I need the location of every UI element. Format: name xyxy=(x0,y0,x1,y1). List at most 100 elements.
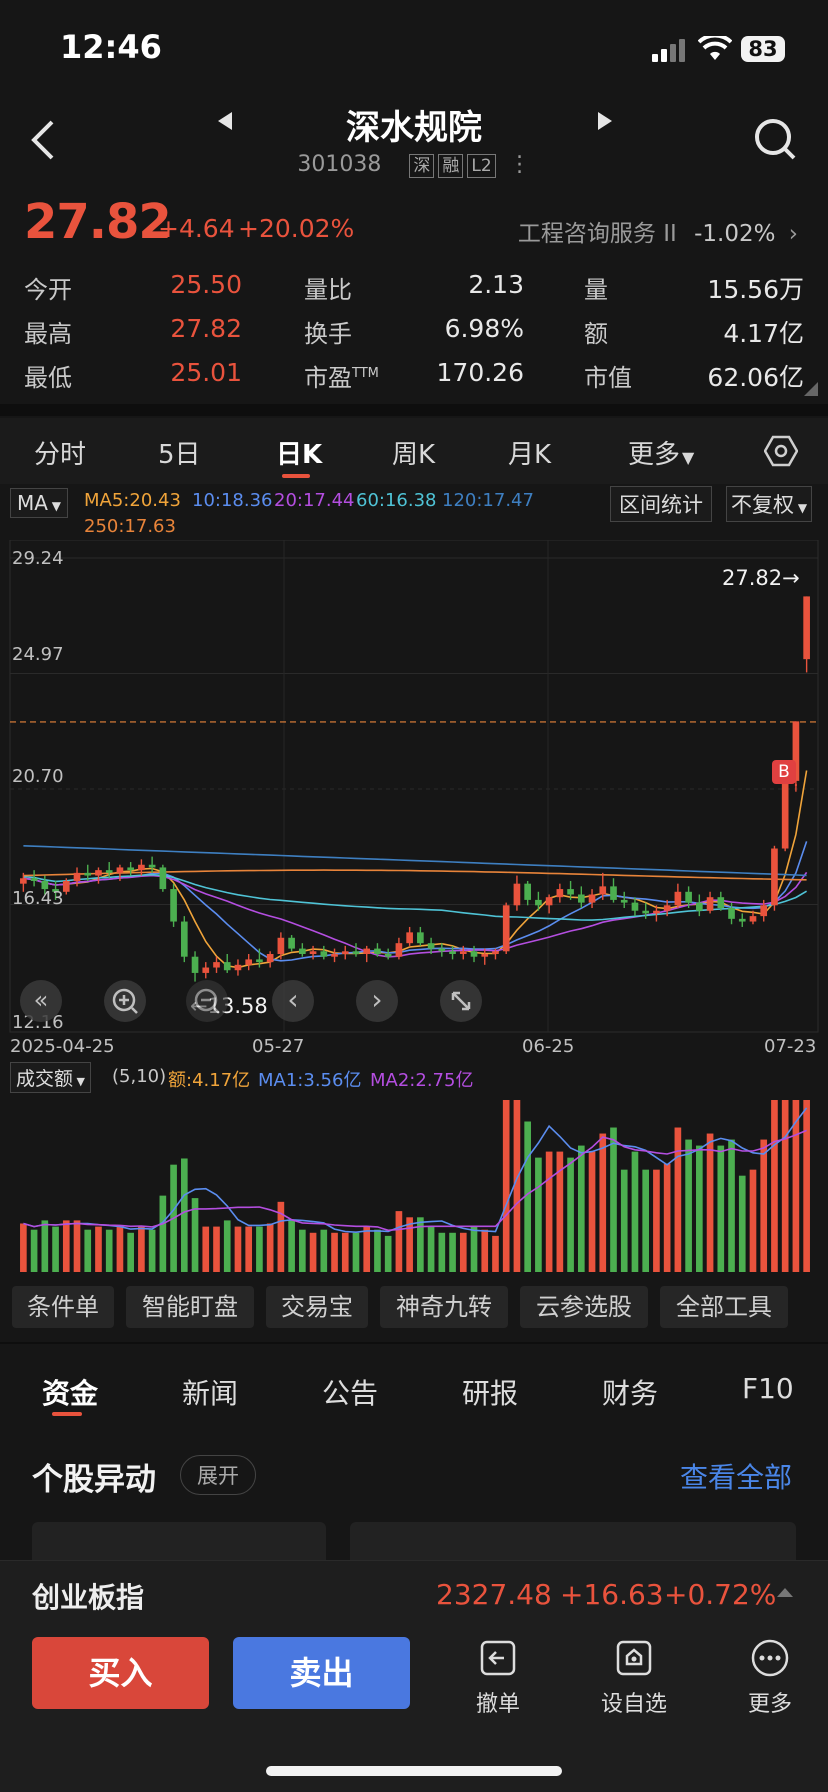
volume-bar xyxy=(749,1169,757,1272)
volume-ratio-label: 量比 xyxy=(304,276,352,304)
candle-body xyxy=(502,905,510,952)
interval-stats-button[interactable]: 区间统计 xyxy=(610,486,712,522)
expand-corner-icon[interactable] xyxy=(804,382,818,396)
caret-up-icon[interactable] xyxy=(776,1586,794,1598)
volume-label: 量 xyxy=(584,276,608,304)
more-icon[interactable] xyxy=(750,1638,790,1678)
pe-label: 市盈TTM xyxy=(304,364,379,392)
candle-body xyxy=(202,967,210,973)
tab-announcements[interactable]: 公告 xyxy=(322,1377,379,1410)
rewind-icon[interactable]: « xyxy=(20,980,62,1022)
volume-bar xyxy=(663,1163,671,1272)
volume-bar xyxy=(363,1226,371,1272)
chevron-left-icon[interactable]: ‹ xyxy=(272,980,314,1022)
candle-body xyxy=(599,886,607,895)
chevron-right-icon[interactable]: › xyxy=(356,980,398,1022)
ma-selector[interactable]: MA ▼ xyxy=(10,488,68,518)
tab-f10[interactable]: F10 xyxy=(742,1372,794,1405)
candle-body xyxy=(266,954,274,963)
candle-body xyxy=(62,880,70,892)
tool-smart-watch[interactable]: 智能盯盘 xyxy=(126,1286,254,1328)
volume-bar xyxy=(299,1229,306,1272)
tab-finance[interactable]: 财务 xyxy=(602,1377,659,1410)
candle-body xyxy=(384,954,392,957)
add-watchlist-icon[interactable] xyxy=(614,1638,654,1678)
volume-bar xyxy=(223,1220,231,1272)
candle-body xyxy=(309,951,317,954)
candle-body xyxy=(438,948,446,952)
more-dots-icon[interactable]: ⋮ xyxy=(508,152,531,177)
buy-marker[interactable]: B xyxy=(772,760,796,784)
candlestick-chart[interactable] xyxy=(0,540,828,1040)
candle-body xyxy=(803,596,810,660)
tab-intraday[interactable]: 分时 xyxy=(34,440,87,470)
zoom-out-icon[interactable] xyxy=(186,980,228,1022)
sell-button[interactable]: 卖出 xyxy=(233,1637,410,1709)
expand-button[interactable]: 展开 xyxy=(180,1455,256,1495)
turnover-value: 6.98% xyxy=(444,314,524,343)
pe-value: 170.26 xyxy=(436,358,524,387)
adjust-selector[interactable]: 不复权 ▼ xyxy=(726,486,813,522)
tab-research[interactable]: 研报 xyxy=(462,1377,519,1410)
candle-body xyxy=(556,889,564,898)
volume-bar xyxy=(513,1100,521,1272)
candle-body xyxy=(663,905,671,911)
candle-body xyxy=(148,864,156,868)
cancel-order-icon[interactable] xyxy=(478,1638,518,1678)
volume-bar xyxy=(73,1220,81,1272)
tab-weekly-k[interactable]: 周K xyxy=(392,440,436,470)
volume-bar xyxy=(127,1232,134,1272)
tab-news[interactable]: 新闻 xyxy=(182,1377,239,1410)
section-divider xyxy=(0,1342,828,1344)
index-name[interactable]: 创业板指 xyxy=(32,1581,145,1614)
candle-body xyxy=(492,951,499,954)
tab-active-indicator xyxy=(282,474,310,478)
tab-daily-k[interactable]: 日K xyxy=(276,440,323,470)
candle-body xyxy=(771,848,778,906)
tab-5day[interactable]: 5日 xyxy=(158,440,201,470)
abnormal-title: 个股异动 xyxy=(32,1462,156,1498)
tool-cloud-picker[interactable]: 云参选股 xyxy=(520,1286,648,1328)
market-cap-label: 市值 xyxy=(584,364,632,392)
x-tick-1: 05-27 xyxy=(252,1036,305,1057)
search-icon[interactable] xyxy=(754,118,798,162)
industry-link[interactable]: 工程咨询服务 II -1.02% › xyxy=(518,214,798,248)
settings-hexagon-icon[interactable] xyxy=(764,434,798,468)
wifi-icon xyxy=(698,36,732,60)
tool-trade-treasure[interactable]: 交易宝 xyxy=(266,1286,368,1328)
index-price: 2327.48 xyxy=(436,1578,552,1611)
volume-bar xyxy=(384,1235,392,1272)
add-watchlist-label[interactable]: 设自选 xyxy=(600,1692,667,1717)
volume-bar xyxy=(728,1139,735,1272)
x-tick-0: 2025-04-25 xyxy=(10,1036,115,1057)
volume-indicator-selector[interactable]: 成交额 ▼ xyxy=(10,1062,91,1093)
volume-bar xyxy=(642,1169,650,1272)
pe-sup: TTM xyxy=(352,366,379,381)
view-all-link[interactable]: 查看全部 xyxy=(680,1461,793,1494)
buy-button[interactable]: 买入 xyxy=(32,1637,209,1709)
ma5-value: MA5:20.43 xyxy=(84,490,181,511)
amount-value: 4.17亿 xyxy=(723,319,804,348)
tab-more[interactable]: 更多 ▼ xyxy=(628,440,695,470)
tool-conditional-order[interactable]: 条件单 xyxy=(12,1286,114,1328)
volume-chart[interactable] xyxy=(0,1090,828,1276)
back-icon[interactable] xyxy=(28,118,58,162)
volume-bar xyxy=(481,1229,489,1272)
zoom-in-icon[interactable] xyxy=(104,980,146,1022)
next-stock-icon[interactable] xyxy=(596,110,616,132)
tab-funds[interactable]: 资金 xyxy=(42,1377,99,1410)
volume-bar xyxy=(406,1217,413,1272)
cancel-order-label[interactable]: 撤单 xyxy=(475,1692,520,1717)
candle-body xyxy=(374,948,381,954)
chevron-right-icon: › xyxy=(788,221,798,247)
fullscreen-icon[interactable] xyxy=(440,980,482,1022)
tool-all[interactable]: 全部工具 xyxy=(660,1286,788,1328)
candle-body xyxy=(331,954,338,957)
candle-body xyxy=(395,943,403,957)
volume-bar xyxy=(449,1232,456,1272)
more-label[interactable]: 更多 xyxy=(747,1692,792,1717)
tool-magic-nine[interactable]: 神奇九转 xyxy=(380,1286,508,1328)
prev-stock-icon[interactable] xyxy=(214,110,234,132)
tab-monthly-k[interactable]: 月K xyxy=(508,440,552,470)
volume-bar xyxy=(577,1145,585,1272)
